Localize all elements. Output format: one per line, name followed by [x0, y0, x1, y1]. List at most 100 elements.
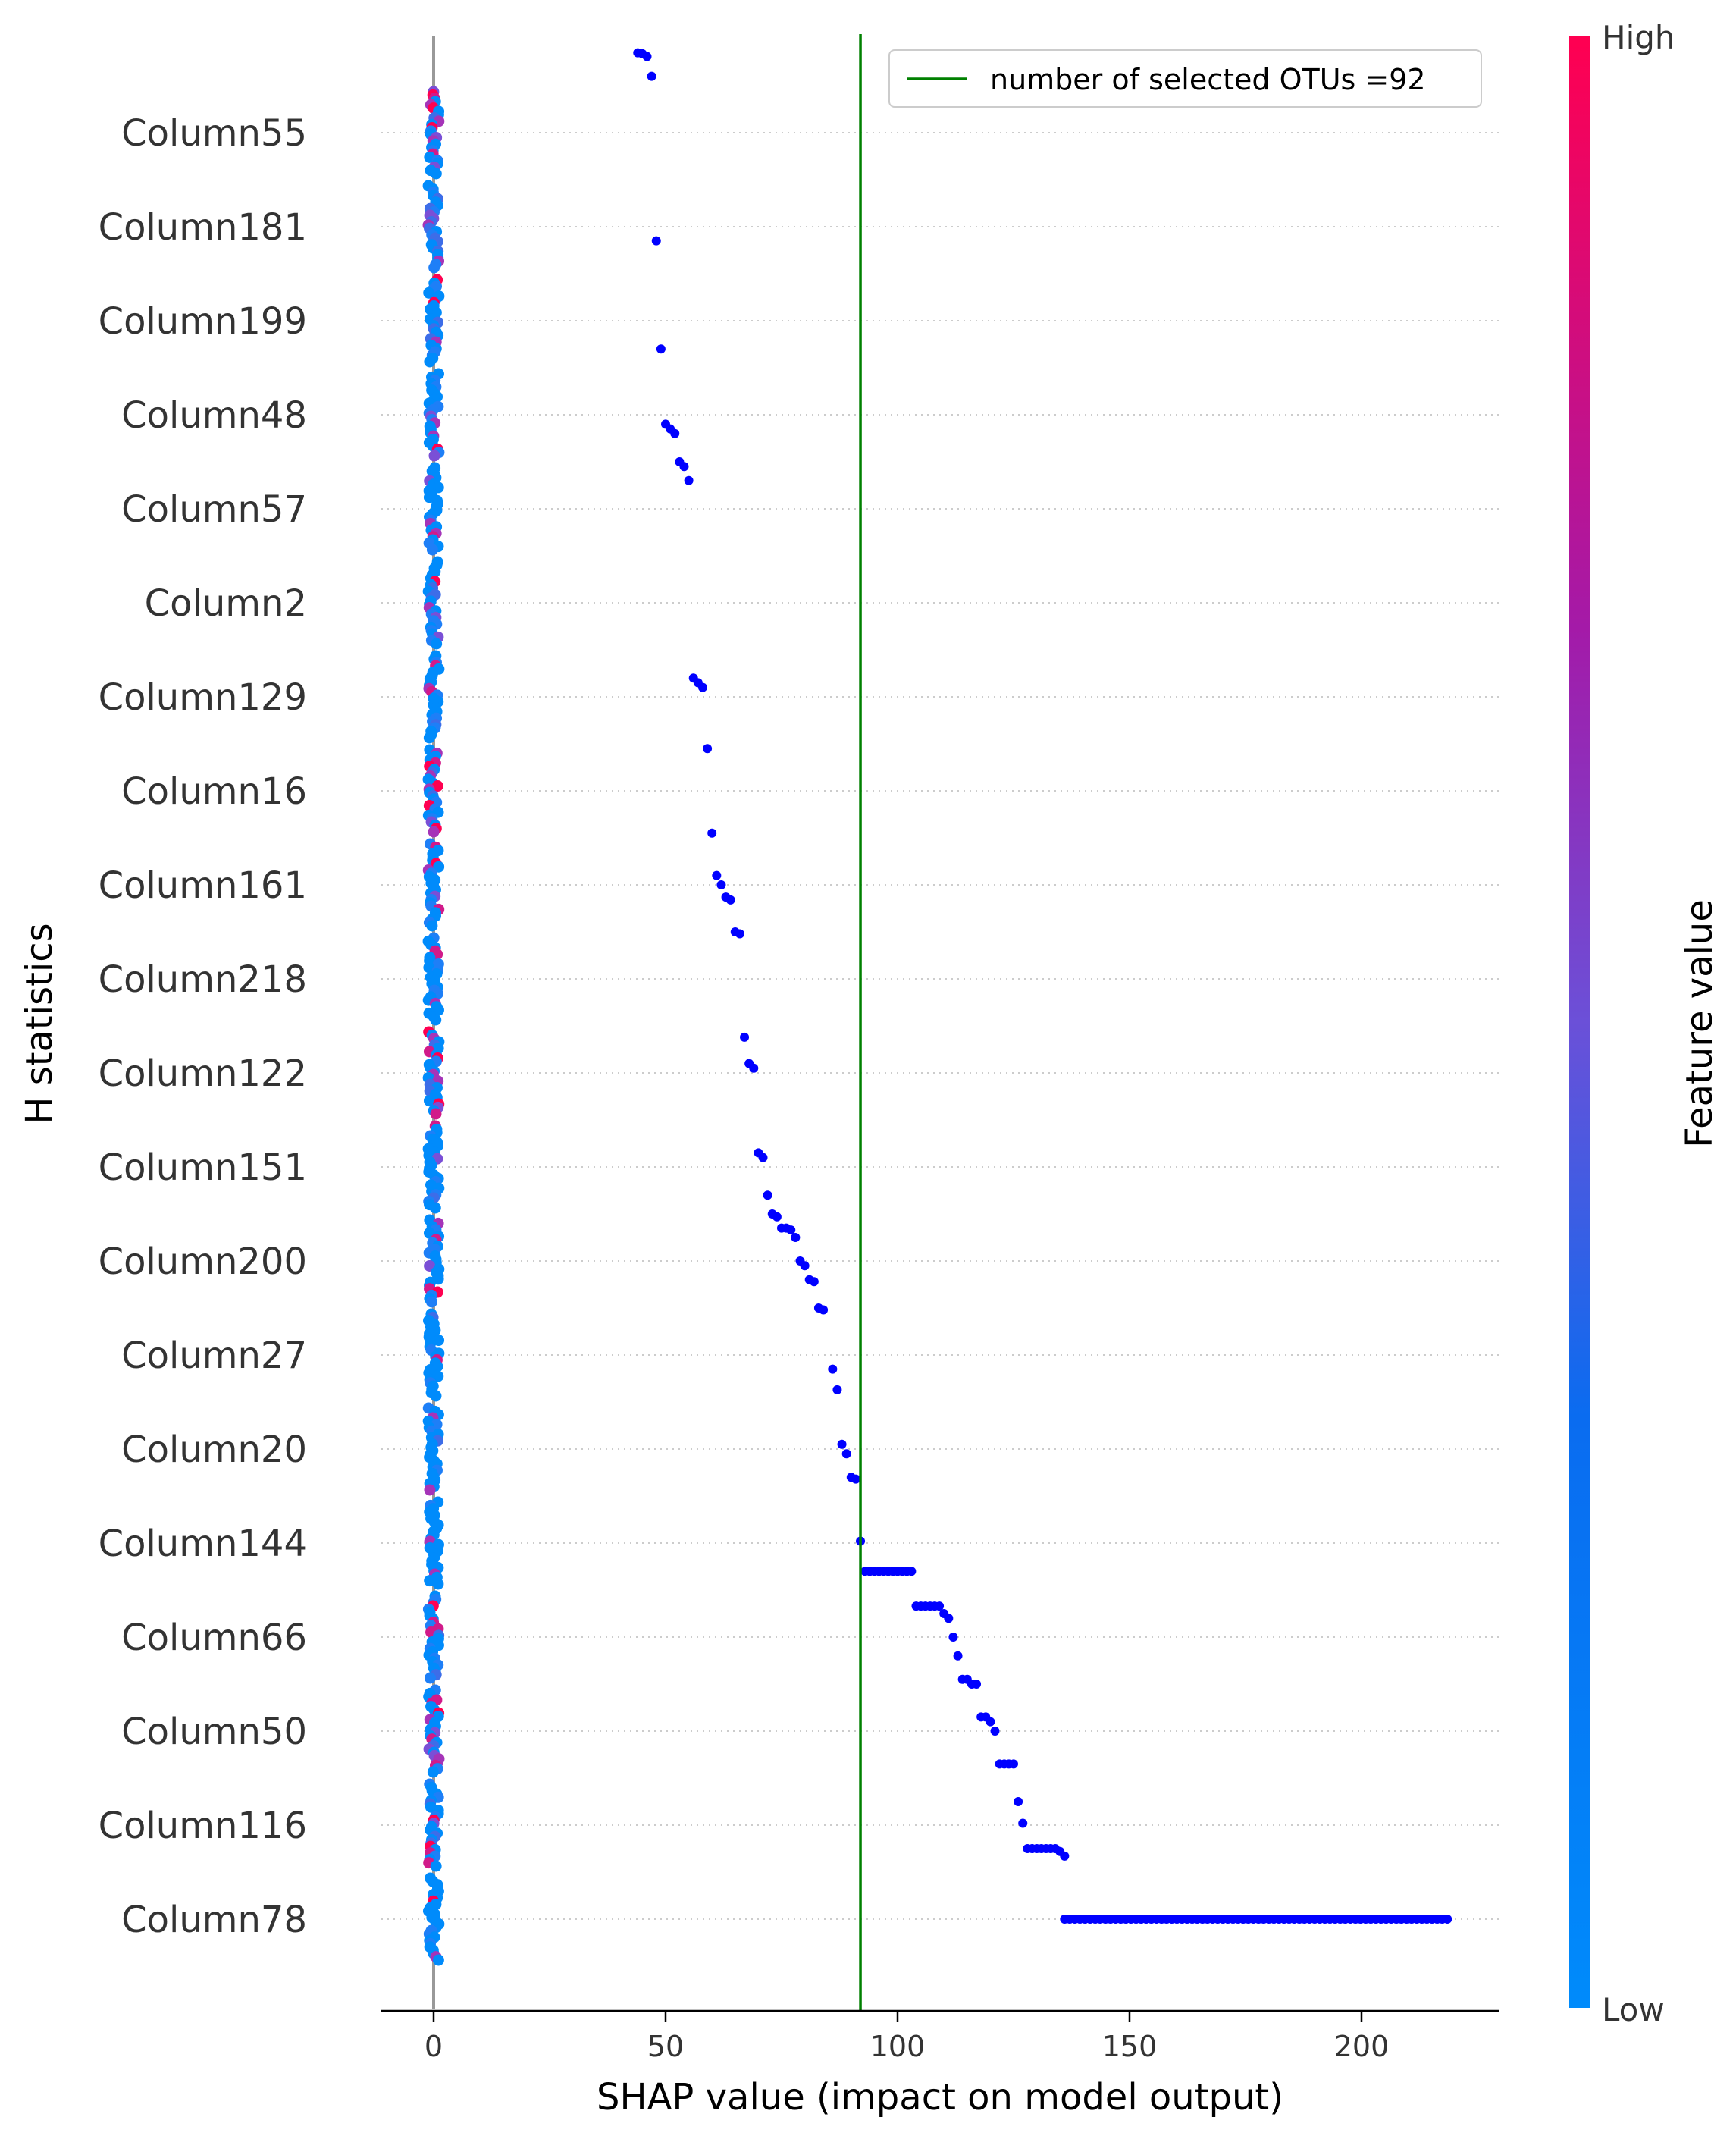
category-label: Column218	[99, 958, 307, 1001]
trend-point	[679, 462, 689, 472]
colorbar-gradient	[1569, 36, 1590, 2008]
shap-point	[432, 1578, 444, 1590]
x-axis-title: SHAP value (impact on model output)	[597, 2076, 1283, 2119]
shap-point	[430, 1390, 442, 1402]
trend-point	[647, 71, 656, 81]
column78-band	[1060, 1915, 1452, 1924]
trend-point	[758, 1153, 768, 1162]
shap-point	[426, 544, 438, 556]
category-labels: Column55 Column181 Column199 Column48 Column…	[99, 112, 307, 1941]
trend-point	[740, 1032, 750, 1042]
shap-point	[424, 1484, 436, 1496]
trend-point	[935, 1601, 945, 1611]
category-label: Column116	[99, 1805, 307, 1847]
category-label: Column129	[99, 676, 307, 719]
shap-point	[426, 920, 438, 932]
trend-point	[772, 1212, 782, 1222]
shap-point	[423, 732, 435, 744]
category-label: Column48	[121, 394, 307, 437]
colorbar-high-label: High	[1602, 19, 1675, 56]
shap-point	[424, 1672, 436, 1684]
shap-point	[424, 356, 436, 368]
shap-point	[428, 262, 440, 274]
shap-point	[428, 826, 440, 838]
shap-point	[427, 1766, 439, 1778]
category-label: Column161	[99, 864, 307, 907]
category-label: Column50	[121, 1711, 307, 1753]
shap-point	[433, 861, 445, 873]
trend-point	[944, 1614, 954, 1623]
category-label: Column20	[121, 1429, 307, 1471]
trend-point	[819, 1305, 829, 1315]
trend-points	[633, 48, 1070, 1861]
category-label: Column2	[145, 582, 307, 625]
trend-point	[953, 1651, 963, 1661]
category-label: Column55	[121, 112, 307, 155]
trend-point	[1018, 1818, 1028, 1828]
shap-point	[429, 1202, 441, 1214]
category-label: Column16	[121, 770, 307, 813]
shap-point	[430, 1108, 442, 1120]
colorbar: High Low Feature value	[1569, 19, 1721, 2028]
category-label: Column27	[121, 1335, 307, 1377]
x-axis-ticks: 0 50 100 150 200	[425, 2011, 1389, 2063]
category-label: Column57	[121, 488, 307, 531]
trend-point	[990, 1727, 1000, 1736]
trend-point	[800, 1261, 810, 1271]
category-label: Column181	[99, 206, 307, 249]
trend-point	[712, 870, 722, 880]
shap-point	[428, 450, 440, 462]
y-axis-title: H statistics	[18, 923, 61, 1124]
category-label: Column151	[99, 1146, 307, 1189]
trend-point	[697, 682, 707, 692]
legend-box	[888, 49, 1482, 108]
category-label: Column66	[121, 1617, 307, 1659]
trend-point	[851, 1474, 860, 1484]
trend-point	[707, 828, 717, 838]
category-label: Column200	[99, 1241, 307, 1283]
trend-point	[749, 1063, 759, 1073]
trend-point	[841, 1449, 851, 1459]
trend-point	[703, 744, 713, 754]
beeswarm-points	[422, 86, 445, 1966]
band-point	[1443, 1915, 1452, 1924]
x-tick-label: 0	[425, 2030, 443, 2063]
legend-label: number of selected OTUs =92	[990, 63, 1426, 96]
shap-point	[423, 961, 435, 974]
trend-point	[986, 1717, 995, 1727]
x-tick-label: 50	[647, 2030, 684, 2063]
x-tick-label: 200	[1334, 2030, 1390, 2063]
trend-point	[725, 895, 735, 905]
x-tick-label: 150	[1102, 2030, 1158, 2063]
trend-point	[656, 344, 666, 354]
category-label: Column199	[99, 300, 307, 343]
trend-point	[907, 1567, 917, 1576]
shap-point	[431, 638, 443, 650]
trend-point	[735, 929, 744, 939]
shap-point	[423, 1095, 435, 1107]
trend-point	[791, 1233, 801, 1242]
trend-point	[786, 1225, 796, 1235]
trend-point	[684, 475, 694, 485]
legend: number of selected OTUs =92	[888, 49, 1482, 108]
category-label: Column122	[99, 1052, 307, 1095]
trend-point	[809, 1277, 819, 1287]
shap-point	[424, 1575, 436, 1587]
colorbar-low-label: Low	[1602, 1991, 1665, 2028]
shap-point	[432, 1954, 444, 1966]
trend-point	[828, 1364, 838, 1374]
trend-point	[832, 1385, 842, 1394]
category-label: Column78	[121, 1899, 307, 1941]
category-label: Column144	[99, 1523, 307, 1565]
shap-point	[430, 1014, 442, 1026]
trend-point	[763, 1190, 772, 1200]
trend-point	[948, 1633, 958, 1642]
trend-point	[642, 52, 652, 61]
trend-point	[837, 1439, 847, 1449]
trend-point	[716, 880, 726, 889]
x-tick-label: 100	[870, 2030, 926, 2063]
shap-point	[430, 168, 442, 180]
trend-point	[1060, 1851, 1070, 1861]
shap-point	[425, 1296, 437, 1308]
